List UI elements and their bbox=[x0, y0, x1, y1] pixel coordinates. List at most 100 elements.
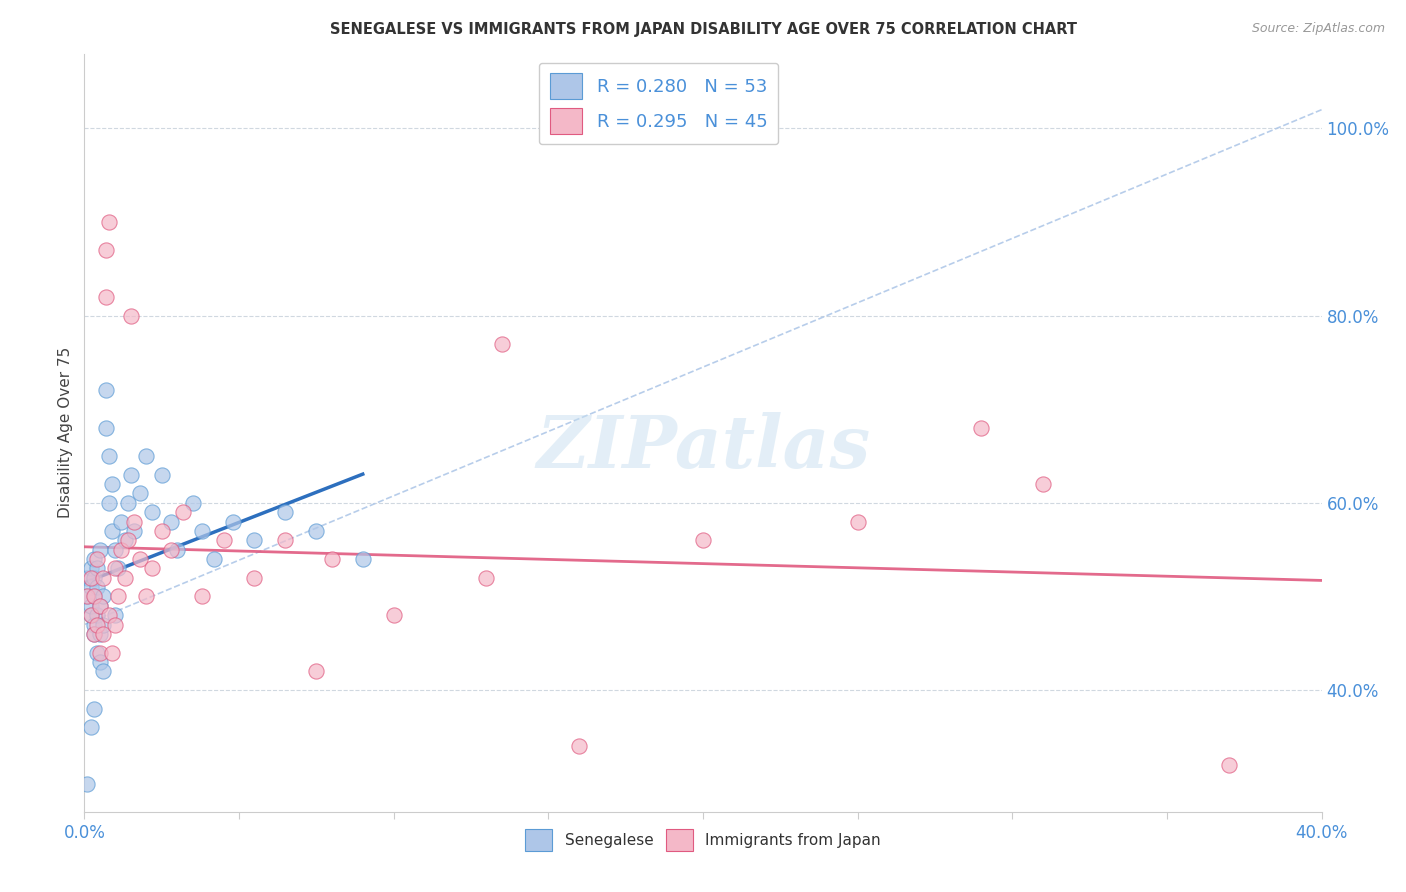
Point bbox=[129, 552, 152, 566]
Point bbox=[491, 336, 513, 351]
Point bbox=[114, 571, 136, 585]
Point bbox=[79, 608, 101, 623]
Point bbox=[83, 627, 105, 641]
Point bbox=[86, 552, 108, 566]
Point bbox=[101, 524, 124, 538]
Point bbox=[150, 524, 173, 538]
Point bbox=[83, 590, 105, 604]
Point bbox=[692, 533, 714, 548]
Point bbox=[120, 467, 142, 482]
Point bbox=[98, 496, 121, 510]
Point bbox=[83, 590, 105, 604]
Point bbox=[98, 215, 121, 229]
Point bbox=[91, 617, 114, 632]
Point bbox=[86, 617, 108, 632]
Point bbox=[104, 608, 127, 623]
Point bbox=[110, 542, 132, 557]
Y-axis label: Disability Age Over 75: Disability Age Over 75 bbox=[58, 347, 73, 518]
Point bbox=[79, 571, 101, 585]
Point bbox=[86, 561, 108, 575]
Point bbox=[98, 449, 121, 463]
Point bbox=[94, 384, 117, 398]
Point bbox=[76, 777, 98, 791]
Point bbox=[568, 739, 591, 754]
Point bbox=[114, 533, 136, 548]
Point bbox=[101, 477, 124, 491]
Point bbox=[475, 571, 498, 585]
Point bbox=[166, 542, 188, 557]
Point bbox=[94, 290, 117, 304]
Point bbox=[83, 627, 105, 641]
Point bbox=[212, 533, 235, 548]
Point bbox=[79, 721, 101, 735]
Point bbox=[141, 561, 163, 575]
Point bbox=[94, 421, 117, 435]
Point bbox=[150, 467, 173, 482]
Point bbox=[79, 561, 101, 575]
Point bbox=[107, 590, 129, 604]
Point bbox=[243, 533, 266, 548]
Point bbox=[321, 552, 343, 566]
Point bbox=[104, 542, 127, 557]
Point bbox=[243, 571, 266, 585]
Point bbox=[104, 617, 127, 632]
Point bbox=[172, 505, 194, 519]
Point bbox=[1218, 758, 1240, 772]
Point bbox=[76, 590, 98, 604]
Point bbox=[79, 599, 101, 613]
Point bbox=[91, 627, 114, 641]
Point bbox=[274, 505, 297, 519]
Point bbox=[89, 542, 111, 557]
Point bbox=[83, 571, 105, 585]
Point bbox=[83, 702, 105, 716]
Point bbox=[89, 599, 111, 613]
Point bbox=[104, 561, 127, 575]
Point bbox=[1032, 477, 1054, 491]
Point bbox=[202, 552, 225, 566]
Point bbox=[94, 243, 117, 257]
Point bbox=[305, 524, 328, 538]
Point bbox=[89, 646, 111, 660]
Point bbox=[352, 552, 374, 566]
Point bbox=[122, 524, 145, 538]
Point bbox=[274, 533, 297, 548]
Point bbox=[970, 421, 993, 435]
Point bbox=[141, 505, 163, 519]
Text: ZIPatlas: ZIPatlas bbox=[536, 412, 870, 483]
Point bbox=[89, 627, 111, 641]
Text: Source: ZipAtlas.com: Source: ZipAtlas.com bbox=[1251, 22, 1385, 36]
Point bbox=[120, 309, 142, 323]
Text: SENEGALESE VS IMMIGRANTS FROM JAPAN DISABILITY AGE OVER 75 CORRELATION CHART: SENEGALESE VS IMMIGRANTS FROM JAPAN DISA… bbox=[329, 22, 1077, 37]
Point bbox=[79, 608, 101, 623]
Point bbox=[83, 552, 105, 566]
Point bbox=[91, 665, 114, 679]
Point bbox=[181, 496, 204, 510]
Point bbox=[382, 608, 405, 623]
Point bbox=[89, 599, 111, 613]
Point bbox=[83, 617, 105, 632]
Point bbox=[91, 590, 114, 604]
Point bbox=[86, 608, 108, 623]
Point bbox=[107, 561, 129, 575]
Point bbox=[846, 515, 869, 529]
Point bbox=[117, 533, 139, 548]
Point bbox=[160, 515, 183, 529]
Point bbox=[191, 524, 214, 538]
Point bbox=[89, 655, 111, 669]
Point bbox=[98, 608, 121, 623]
Point bbox=[191, 590, 214, 604]
Point bbox=[76, 571, 98, 585]
Point bbox=[305, 665, 328, 679]
Point bbox=[117, 496, 139, 510]
Point bbox=[91, 571, 114, 585]
Point bbox=[129, 486, 152, 500]
Point bbox=[135, 590, 157, 604]
Point bbox=[135, 449, 157, 463]
Point bbox=[86, 646, 108, 660]
Point bbox=[122, 515, 145, 529]
Point bbox=[222, 515, 245, 529]
Legend: Senegalese, Immigrants from Japan: Senegalese, Immigrants from Japan bbox=[519, 823, 887, 857]
Point bbox=[110, 515, 132, 529]
Point bbox=[76, 590, 98, 604]
Point bbox=[79, 580, 101, 594]
